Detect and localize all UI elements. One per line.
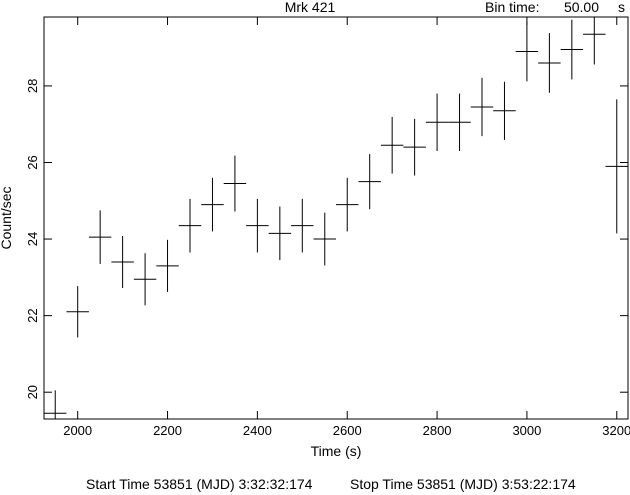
data-point bbox=[313, 212, 336, 266]
data-point bbox=[583, 17, 606, 65]
y-axis: 20 22 24 26 28 bbox=[25, 79, 628, 399]
data-point bbox=[470, 77, 494, 137]
x-tick-label: 3200 bbox=[602, 423, 630, 438]
bin-time-unit: s bbox=[618, 0, 625, 15]
data-point bbox=[538, 33, 561, 93]
x-tick-label: 2800 bbox=[423, 423, 452, 438]
x-axis: 2000 2200 2400 2600 2800 3000 3200 bbox=[63, 17, 630, 438]
data-point bbox=[448, 93, 471, 151]
data-point bbox=[133, 253, 157, 306]
data-point bbox=[111, 235, 134, 289]
data-point bbox=[493, 81, 516, 140]
y-axis-label: Count/sec bbox=[0, 186, 14, 249]
data-point bbox=[223, 155, 247, 212]
chart-title: Mrk 421 bbox=[285, 0, 336, 15]
y-tick-label: 22 bbox=[25, 308, 40, 322]
y-tick-label: 24 bbox=[25, 232, 40, 246]
data-point bbox=[291, 198, 314, 253]
data-point bbox=[403, 118, 426, 176]
data-points bbox=[44, 17, 628, 419]
data-point bbox=[201, 177, 224, 232]
x-tick-label: 3000 bbox=[512, 423, 541, 438]
y-tick-label: 28 bbox=[25, 79, 40, 93]
data-point bbox=[178, 198, 202, 253]
x-tick-label: 2600 bbox=[333, 423, 362, 438]
data-point bbox=[336, 177, 359, 232]
data-point bbox=[380, 116, 404, 174]
plot-frame bbox=[43, 16, 629, 420]
data-point bbox=[66, 286, 89, 338]
y-tick-label: 26 bbox=[25, 155, 40, 169]
x-tick-label: 2400 bbox=[243, 423, 272, 438]
x-axis-label: Time (s) bbox=[311, 443, 362, 459]
data-point bbox=[425, 93, 449, 151]
data-point bbox=[44, 390, 67, 419]
y-tick-label: 20 bbox=[25, 385, 40, 399]
data-point bbox=[246, 198, 269, 253]
data-point bbox=[358, 154, 381, 210]
start-time: Start Time 53851 (MJD) 3:32:32:174 bbox=[86, 476, 313, 492]
data-point bbox=[560, 19, 584, 80]
x-tick-label: 2200 bbox=[153, 423, 182, 438]
data-point bbox=[515, 21, 539, 82]
data-point bbox=[88, 210, 112, 264]
data-point bbox=[605, 99, 628, 234]
bin-time-value: 50.00 bbox=[564, 0, 599, 15]
x-tick-label: 2000 bbox=[63, 423, 92, 438]
data-point bbox=[156, 239, 179, 292]
stop-time: Stop Time 53851 (MJD) 3:53:22:174 bbox=[350, 476, 576, 492]
data-point bbox=[268, 206, 292, 261]
bin-time-label: Bin time: bbox=[485, 0, 539, 15]
